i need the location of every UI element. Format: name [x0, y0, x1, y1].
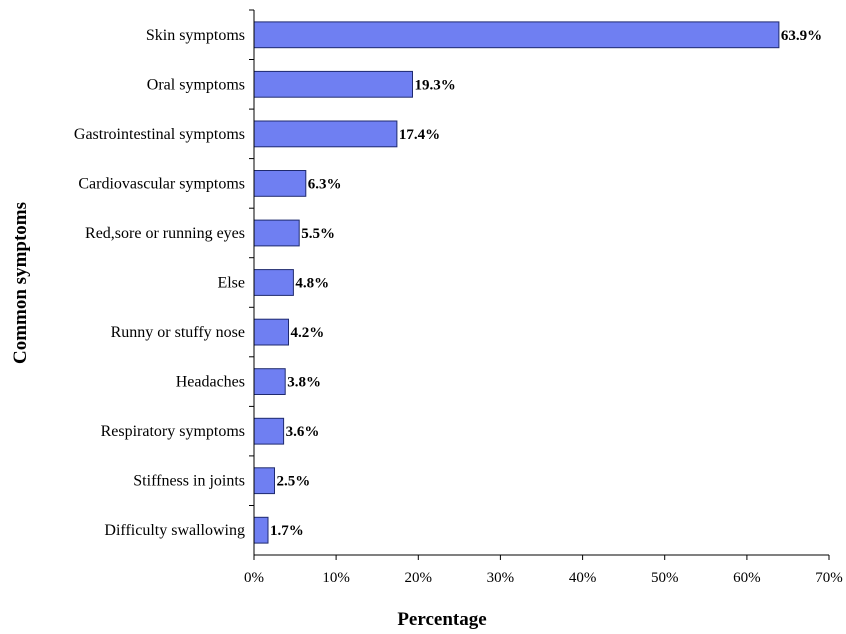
bar: [253, 516, 269, 544]
data-label: 5.5%: [301, 226, 335, 242]
x-axis-title: Percentage: [397, 609, 486, 630]
axes-group: 0% 10% 20% 30% 40% 50% 60% 70%: [244, 9, 843, 586]
category-label: Respiratory symptoms: [101, 423, 245, 440]
bar: [253, 467, 275, 495]
category-label: Difficulty swallowing: [104, 522, 245, 539]
bar: [253, 318, 289, 346]
category-label: Red,sore or running eyes: [85, 225, 245, 242]
bar: [253, 219, 300, 247]
data-label: 19.3%: [415, 77, 456, 93]
bar: [253, 21, 780, 49]
data-label: 6.3%: [308, 176, 342, 192]
bar: [253, 170, 307, 197]
category-label: Skin symptoms: [146, 27, 245, 44]
bar: [253, 368, 286, 396]
bar: [253, 417, 285, 445]
bar: [253, 70, 413, 98]
data-label: 2.5%: [277, 474, 311, 490]
x-tick-label: 30%: [487, 570, 515, 586]
x-tick-label: 10%: [322, 570, 350, 586]
bars-group: [253, 21, 780, 544]
data-label: 3.6%: [286, 424, 320, 440]
bar: [253, 269, 294, 296]
data-label: 17.4%: [399, 127, 440, 143]
x-tick-label: 70%: [815, 570, 843, 586]
category-label: Gastrointestinal symptoms: [74, 126, 245, 143]
y-axis-title: Common symptoms: [10, 202, 31, 364]
category-label: Stiffness in joints: [133, 473, 245, 490]
x-tick-label: 40%: [569, 570, 597, 586]
category-label: Oral symptoms: [147, 76, 245, 93]
category-label: Headaches: [176, 374, 245, 391]
x-tick-label: 20%: [405, 570, 433, 586]
data-label: 4.2%: [291, 325, 325, 341]
category-label: Cardiovascular symptoms: [78, 175, 245, 192]
category-label: Runny or stuffy nose: [111, 324, 245, 341]
data-label: 1.7%: [270, 523, 304, 539]
bar: [253, 120, 398, 148]
data-labels-group: 63.9% 19.3% 17.4% 6.3% 5.5% 4.8% 4.2% 3.8% 3.6% 2…: [270, 28, 822, 539]
data-label: 4.8%: [295, 276, 329, 292]
x-tick-label: 60%: [733, 570, 761, 586]
category-label: Else: [217, 275, 245, 292]
category-labels-group: Skin symptoms Oral symptoms Gastrointestin…: [74, 27, 245, 539]
x-tick-label: 0%: [244, 570, 264, 586]
data-label: 3.8%: [287, 375, 321, 391]
data-label: 63.9%: [781, 28, 822, 44]
x-tick-label: 50%: [651, 570, 679, 586]
